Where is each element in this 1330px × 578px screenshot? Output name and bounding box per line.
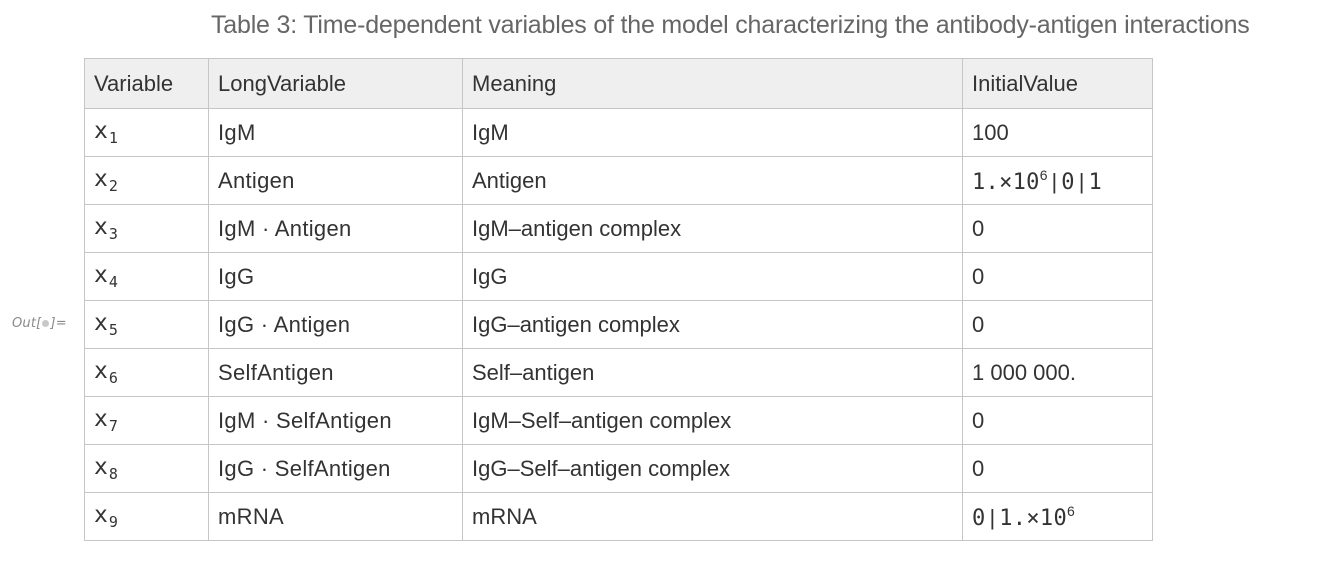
header-initial-value: InitialValue — [962, 58, 1153, 109]
long-variable-cell: mRNA — [208, 492, 463, 541]
meaning-cell: IgG–antigen complex — [462, 300, 963, 349]
variable-symbol: x — [94, 214, 108, 240]
variable-subscript: 7 — [108, 417, 118, 435]
variable-cell: x2 — [84, 156, 209, 205]
variable-symbol: x — [94, 406, 108, 432]
meaning-cell: IgM — [462, 108, 963, 157]
initial-value-exponent: 6 — [1067, 502, 1075, 519]
long-variable-cell: IgG — [208, 252, 463, 301]
table-row: x5 IgG · Antigen IgG–antigen complex 0 — [84, 300, 1153, 349]
initial-value-cell: 0 — [962, 204, 1153, 253]
long-variable-cell: IgM · SelfAntigen — [208, 396, 463, 445]
table-row: x3 IgM · Antigen IgM–antigen complex 0 — [84, 204, 1153, 253]
initial-value-cell: 0 — [962, 252, 1153, 301]
long-variable-cell: IgG · Antigen — [208, 300, 463, 349]
variable-subscript: 3 — [108, 225, 118, 243]
variable-symbol: x — [94, 262, 108, 288]
variable-cell: x1 — [84, 108, 209, 157]
variable-cell: x3 — [84, 204, 209, 253]
variable-cell: x4 — [84, 252, 209, 301]
variables-table: Variable LongVariable Meaning InitialVal… — [84, 58, 1153, 541]
header-meaning: Meaning — [462, 58, 963, 109]
meaning-cell: IgM–antigen complex — [462, 204, 963, 253]
cell-dot-icon — [42, 319, 50, 327]
table-row: x2 Antigen Antigen 1.×106 | 0 | 1 — [84, 156, 1153, 205]
variable-cell: x9 — [84, 492, 209, 541]
table-row: x6 SelfAntigen Self–antigen 1 000 000. — [84, 348, 1153, 397]
variable-symbol: x — [94, 166, 108, 192]
output-label-suffix: ]= — [50, 316, 67, 331]
variable-subscript: 8 — [108, 465, 118, 483]
initial-value-cell: 0 — [962, 396, 1153, 445]
long-variable-cell: IgM — [208, 108, 463, 157]
variable-subscript: 1 — [108, 129, 118, 147]
initial-value-separator: | — [1051, 168, 1058, 194]
table-header-row: Variable LongVariable Meaning InitialVal… — [84, 58, 1153, 109]
meaning-cell: IgG — [462, 252, 963, 301]
meaning-cell: Antigen — [462, 156, 963, 205]
long-variable-cell: IgG · SelfAntigen — [208, 444, 463, 493]
meaning-cell: IgG–Self–antigen complex — [462, 444, 963, 493]
initial-value-cell: 0 — [962, 444, 1153, 493]
initial-value-exponent: 6 — [1039, 166, 1048, 183]
output-label-prefix: Out[ — [12, 316, 42, 331]
variable-subscript: 6 — [108, 369, 118, 387]
initial-value-cell: 1.×106 | 0 | 1 — [962, 156, 1153, 205]
table-row: x8 IgG · SelfAntigen IgG–Self–antigen co… — [84, 444, 1153, 493]
initial-value-part: 1 — [1088, 169, 1103, 195]
variable-subscript: 9 — [108, 513, 118, 531]
long-variable-cell: Antigen — [208, 156, 463, 205]
initial-value-separator: | — [1078, 168, 1085, 194]
variable-subscript: 5 — [108, 321, 118, 339]
variable-symbol: x — [94, 358, 108, 384]
initial-value-cell: 1 000 000. — [962, 348, 1153, 397]
variable-symbol: x — [94, 454, 108, 480]
initial-value-separator: | — [989, 504, 996, 530]
meaning-cell: IgM–Self–antigen complex — [462, 396, 963, 445]
table-caption: Table 3: Time-dependent variables of the… — [211, 11, 1250, 39]
meaning-cell: Self–antigen — [462, 348, 963, 397]
variable-cell: x8 — [84, 444, 209, 493]
header-long-variable: LongVariable — [208, 58, 463, 109]
initial-value-cell: 0 | 1.×106 — [962, 492, 1153, 541]
header-variable: Variable — [84, 58, 209, 109]
long-variable-cell: IgM · Antigen — [208, 204, 463, 253]
initial-value-part: 0 — [972, 505, 986, 531]
initial-value-cell: 0 — [962, 300, 1153, 349]
initial-value-part: 0 — [1061, 169, 1075, 195]
variable-symbol: x — [94, 310, 108, 336]
initial-value-part: 1.×10 — [999, 505, 1067, 531]
table-row: x4 IgG IgG 0 — [84, 252, 1153, 301]
variable-cell: x5 — [84, 300, 209, 349]
long-variable-cell: SelfAntigen — [208, 348, 463, 397]
table-row: x9 mRNA mRNA 0 | 1.×106 — [84, 492, 1153, 541]
meaning-cell: mRNA — [462, 492, 963, 541]
variable-symbol: x — [94, 502, 108, 528]
variable-symbol: x — [94, 118, 108, 144]
initial-value-part: 1.×10 — [972, 169, 1040, 195]
variable-cell: x6 — [84, 348, 209, 397]
variable-cell: x7 — [84, 396, 209, 445]
variable-subscript: 4 — [108, 273, 118, 291]
initial-value-cell: 100 — [962, 108, 1153, 157]
variable-subscript: 2 — [108, 177, 118, 195]
output-cell-label: Out[ ]= — [12, 316, 67, 331]
table-row: x7 IgM · SelfAntigen IgM–Self–antigen co… — [84, 396, 1153, 445]
table-row: x1 IgM IgM 100 — [84, 108, 1153, 157]
